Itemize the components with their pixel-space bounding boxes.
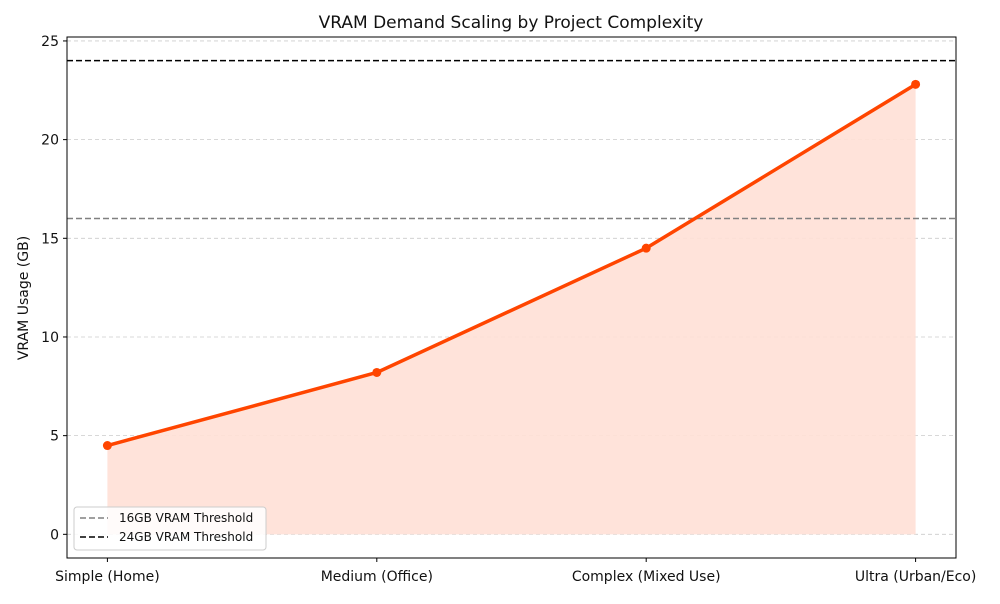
- y-axis-label: VRAM Usage (GB): [16, 236, 32, 360]
- data-point: [372, 367, 382, 377]
- chart-title: VRAM Demand Scaling by Project Complexit…: [319, 13, 704, 33]
- y-tick-label: 0: [50, 527, 59, 543]
- x-tick-label: Simple (Home): [55, 569, 160, 585]
- y-tick-label: 15: [41, 231, 59, 247]
- x-tick-label: Ultra (Urban/Eco): [855, 569, 977, 585]
- series-line: [106, 82, 917, 448]
- legend-label: 24GB VRAM Threshold: [119, 530, 253, 544]
- legend-box: [73, 506, 267, 551]
- y-tick-label: 25: [41, 34, 59, 50]
- y-tick-label: 10: [41, 330, 59, 346]
- y-tick-label: 20: [41, 133, 59, 149]
- data-point: [911, 79, 921, 89]
- legend-label: 16GB VRAM Threshold: [119, 511, 253, 525]
- y-tick-label: 5: [50, 429, 59, 445]
- data-point: [102, 441, 112, 451]
- plot-frame: [66, 36, 957, 559]
- legend: 16GB VRAM Threshold 24GB VRAM Threshold: [73, 506, 267, 551]
- area-fill: [107, 84, 916, 535]
- data-point: [641, 243, 651, 253]
- x-tick-label: Medium (Office): [321, 569, 433, 585]
- x-tick-label: Complex (Mixed Use): [572, 569, 721, 585]
